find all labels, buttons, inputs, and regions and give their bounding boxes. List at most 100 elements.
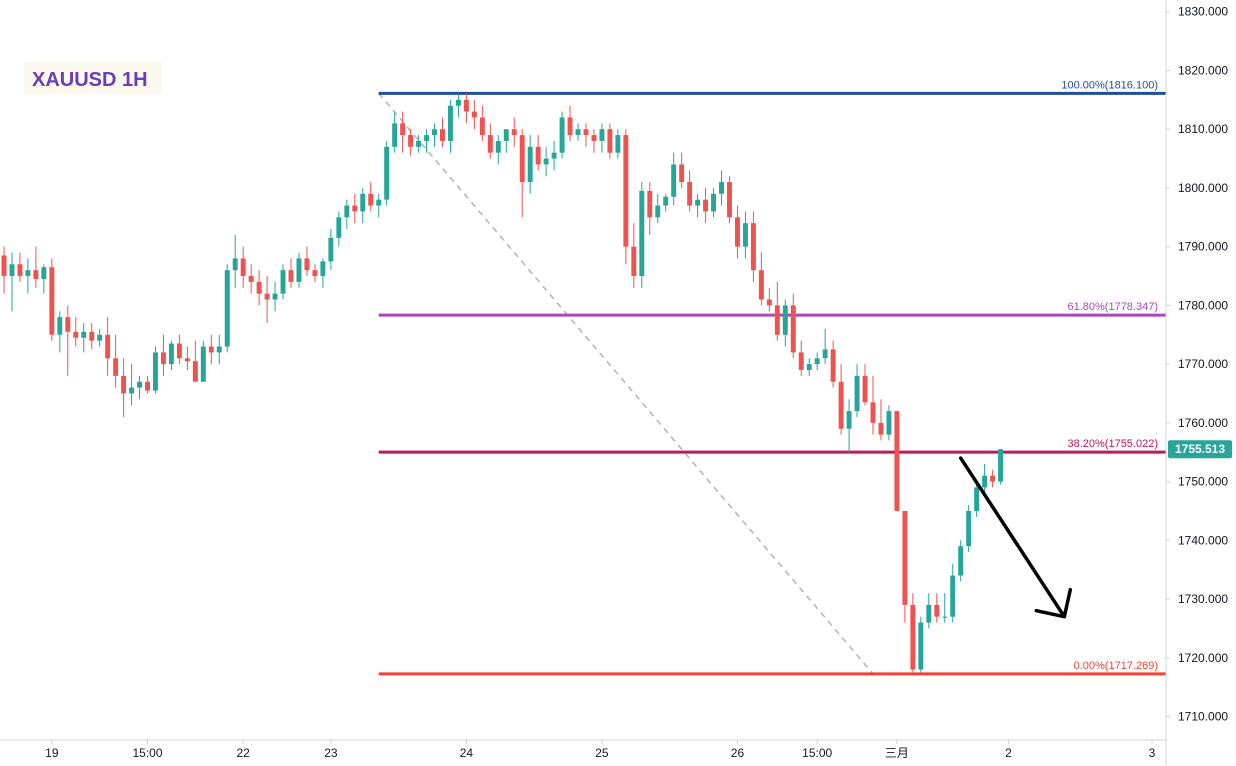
candle-up xyxy=(527,135,533,194)
candle-body xyxy=(224,270,230,347)
candle-up xyxy=(663,193,669,212)
candle-up xyxy=(806,358,812,376)
candle-body xyxy=(719,182,724,194)
candle-down xyxy=(184,346,190,370)
candle-body xyxy=(998,449,1004,482)
candle-up xyxy=(57,311,63,353)
candle-up xyxy=(129,364,135,406)
candle-up xyxy=(280,264,286,300)
candle-body xyxy=(471,111,477,118)
candle-up xyxy=(216,334,222,365)
candle-down xyxy=(511,117,517,147)
candle-down xyxy=(910,593,916,674)
candle-body xyxy=(958,546,964,576)
candle-up xyxy=(81,323,87,353)
candle-up xyxy=(543,146,549,177)
candle-down xyxy=(902,510,908,623)
candle-body xyxy=(288,270,294,282)
candle-body xyxy=(942,616,948,618)
candle-up xyxy=(41,264,47,294)
candle-up xyxy=(296,252,302,288)
candle-body xyxy=(296,258,302,282)
candle-body xyxy=(982,475,988,488)
candle-down xyxy=(838,364,844,435)
candle-body xyxy=(750,223,756,271)
x-axis-ticks: 19 15:00 22 23 24 25 26 15:00 三月 2 3 xyxy=(45,740,1156,760)
candle-body xyxy=(886,411,892,435)
candle-body xyxy=(344,205,350,218)
candle-up xyxy=(846,399,852,453)
candle-up xyxy=(224,264,230,353)
candle-body xyxy=(854,375,860,412)
candle-body xyxy=(918,622,924,670)
candle-down xyxy=(862,364,868,406)
candle-down xyxy=(774,281,780,341)
candle-down xyxy=(878,399,884,441)
candle-body xyxy=(376,199,382,206)
candle-body xyxy=(631,246,637,277)
candle-body xyxy=(176,343,182,359)
candle-body xyxy=(806,364,812,370)
candle-body xyxy=(774,305,780,335)
candle-body xyxy=(240,258,246,277)
candle-down xyxy=(703,187,709,224)
candle-down xyxy=(487,123,493,159)
fib-level-label: 0.00%(1717.269) xyxy=(1074,660,1158,672)
x-tick-label: 24 xyxy=(460,746,474,760)
candle-body xyxy=(49,267,55,335)
candle-body xyxy=(814,358,820,365)
candle-up xyxy=(942,593,948,623)
candle-body xyxy=(264,293,270,300)
candle-down xyxy=(288,258,294,288)
candle-body xyxy=(73,331,79,338)
candle-body xyxy=(129,387,135,394)
candle-body xyxy=(583,129,589,136)
candle-body xyxy=(846,411,852,429)
y-tick-label: 1780.000 xyxy=(1178,298,1228,312)
candle-body xyxy=(192,361,198,382)
candle-body xyxy=(121,375,127,394)
candle-down xyxy=(312,264,318,282)
candle-up xyxy=(384,140,390,206)
y-tick-label: 1730.000 xyxy=(1178,592,1228,606)
candle-up xyxy=(200,340,206,382)
candle-body xyxy=(208,346,214,353)
candle-up xyxy=(814,352,820,370)
candle-body xyxy=(41,267,47,279)
candle-down xyxy=(49,258,55,341)
candle-up xyxy=(495,135,501,165)
candle-down xyxy=(65,305,71,376)
candle-down xyxy=(535,135,541,171)
candle-body xyxy=(17,264,23,277)
candle-body xyxy=(336,217,342,238)
candle-body xyxy=(711,193,717,212)
candle-down xyxy=(687,170,693,212)
candle-up xyxy=(503,129,509,153)
candle-body xyxy=(527,146,533,183)
candle-up xyxy=(998,449,1004,485)
candle-body xyxy=(519,135,525,183)
candle-body xyxy=(551,152,557,159)
candle-body xyxy=(639,190,645,277)
candle-down xyxy=(89,323,95,350)
candle-up xyxy=(455,93,461,118)
candle-body xyxy=(591,135,597,141)
candle-down xyxy=(1,246,7,294)
candle-down xyxy=(894,411,900,511)
candle-body xyxy=(543,158,549,165)
candle-body xyxy=(320,261,326,277)
chart-title-background xyxy=(24,62,162,94)
candle-down xyxy=(121,358,127,417)
candle-down xyxy=(352,193,358,224)
candle-down xyxy=(934,593,940,623)
candle-down xyxy=(734,205,740,259)
candle-body xyxy=(695,199,701,206)
candle-down xyxy=(479,105,485,141)
x-tick-label: 15:00 xyxy=(802,746,832,760)
candle-body xyxy=(1,255,7,277)
candle-up xyxy=(416,135,422,153)
candle-down xyxy=(145,375,150,394)
candle-down xyxy=(400,111,406,153)
candle-up xyxy=(376,193,382,218)
